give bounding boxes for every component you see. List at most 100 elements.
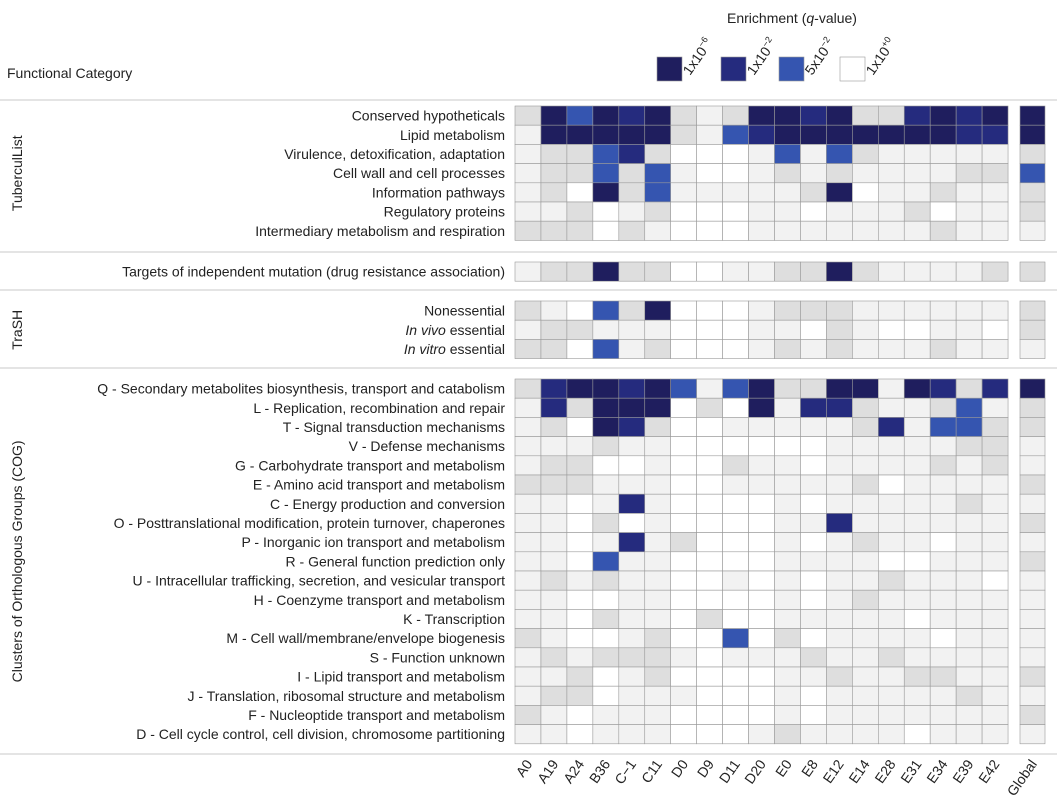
heatmap-cell	[877, 300, 905, 321]
heatmap-cell	[722, 647, 749, 668]
heatmap-cell	[514, 378, 542, 399]
heatmap-cell	[800, 609, 827, 629]
heatmap-cell	[826, 436, 853, 457]
heatmap-cell	[955, 666, 983, 687]
heatmap-cell	[774, 144, 801, 164]
heatmap-cell	[722, 105, 749, 126]
heatmap-cell	[774, 474, 801, 495]
heatmap-cell	[618, 628, 646, 649]
heatmap-cell	[670, 417, 697, 437]
heatmap-cell	[748, 493, 775, 514]
legend-label: 1x10+0	[862, 35, 899, 78]
heatmap-cell	[696, 124, 723, 145]
heatmap-cell	[929, 378, 957, 399]
heatmap-cell	[852, 685, 879, 706]
heatmap-cell	[540, 666, 568, 687]
heatmap-cell	[696, 724, 723, 745]
heatmap-cell	[981, 532, 1009, 553]
heatmap-cell	[774, 417, 801, 437]
group-layer: TuberculList TraSH Clusters of Orthologous…	[0, 99, 1057, 755]
heatmap-cell	[826, 220, 853, 241]
heatmap-cell	[514, 685, 542, 706]
heatmap-cell	[877, 105, 905, 126]
heatmap-cell	[800, 144, 827, 164]
heatmap-cell	[981, 724, 1009, 745]
heatmap-cell	[774, 609, 801, 629]
heatmap-cell	[800, 532, 827, 553]
heatmap-cell	[903, 163, 931, 184]
heatmap-cell	[670, 609, 697, 629]
heatmap-cell	[981, 589, 1009, 610]
heatmap-cell	[852, 647, 879, 668]
column-label: D11	[716, 756, 743, 786]
heatmap-cell	[722, 666, 749, 687]
heatmap-cell	[696, 201, 723, 222]
heatmap-cells	[514, 105, 1046, 745]
global-cell	[1019, 513, 1046, 533]
heatmap-cell	[877, 570, 905, 591]
heatmap-cell	[722, 378, 749, 399]
heatmap-cell	[722, 397, 749, 418]
heatmap-cell	[955, 724, 983, 745]
heatmap-cell	[540, 493, 568, 514]
row-label: Virulence, detoxification, adaptation	[284, 146, 505, 162]
heatmap-cell	[852, 455, 879, 476]
row-label: In vivo essential	[405, 322, 505, 338]
heatmap-cell	[981, 397, 1009, 418]
heatmap-cell	[800, 551, 827, 572]
heatmap-cell	[826, 628, 853, 649]
heatmap-cell	[644, 589, 672, 610]
heatmap-cell	[670, 105, 697, 126]
heatmap-cell	[670, 647, 697, 668]
heatmap-cell	[929, 685, 957, 706]
heatmap-cell	[618, 647, 646, 668]
heatmap-cell	[929, 493, 957, 514]
heatmap-cell	[981, 705, 1009, 725]
heatmap-cell	[774, 589, 801, 610]
heatmap-cell	[514, 705, 542, 725]
heatmap-cell	[981, 124, 1009, 145]
heatmap-cell	[566, 339, 594, 359]
heatmap-cell	[955, 378, 983, 399]
heatmap-cell	[670, 474, 697, 495]
heatmap-cell	[670, 339, 697, 359]
heatmap-cell	[566, 261, 594, 282]
heatmap-cell	[514, 647, 542, 668]
heatmap-cell	[748, 300, 775, 321]
column-label: E0	[772, 756, 795, 779]
heatmap-cell	[826, 513, 853, 533]
heatmap-cell	[877, 144, 905, 164]
heatmap-cell	[929, 628, 957, 649]
heatmap-cell	[955, 339, 983, 359]
heatmap-cell	[566, 436, 594, 457]
heatmap-cell	[955, 532, 983, 553]
heatmap-cell	[644, 666, 672, 687]
heatmap-cell	[748, 666, 775, 687]
heatmap-cell	[903, 124, 931, 145]
heatmap-cell	[877, 397, 905, 418]
heatmap-cell	[618, 666, 646, 687]
heatmap-cell	[826, 182, 853, 203]
heatmap-cell	[877, 124, 905, 145]
heatmap-cell	[955, 609, 983, 629]
heatmap-cell	[877, 551, 905, 572]
legend: 1x10−6 1x10−2 5x10−2 1x10+0	[656, 35, 899, 82]
heatmap-cell	[981, 417, 1009, 437]
heatmap-cell	[981, 666, 1009, 687]
row-label: H - Coenzyme transport and metabolism	[254, 592, 505, 608]
heatmap-cell	[774, 436, 801, 457]
heatmap-cell	[903, 474, 931, 495]
heatmap-cell	[644, 647, 672, 668]
heatmap-cell	[877, 532, 905, 553]
heatmap-cell	[618, 300, 646, 321]
heatmap-cell	[644, 436, 672, 457]
global-cell	[1019, 163, 1046, 184]
heatmap-cell	[540, 724, 568, 745]
heatmap-cell	[774, 220, 801, 241]
heatmap-cell	[877, 685, 905, 706]
heatmap-cell	[696, 532, 723, 553]
heatmap-cell	[722, 589, 749, 610]
heatmap-cell	[800, 105, 827, 126]
heatmap-cell	[540, 105, 568, 126]
heatmap-cell	[670, 261, 697, 282]
